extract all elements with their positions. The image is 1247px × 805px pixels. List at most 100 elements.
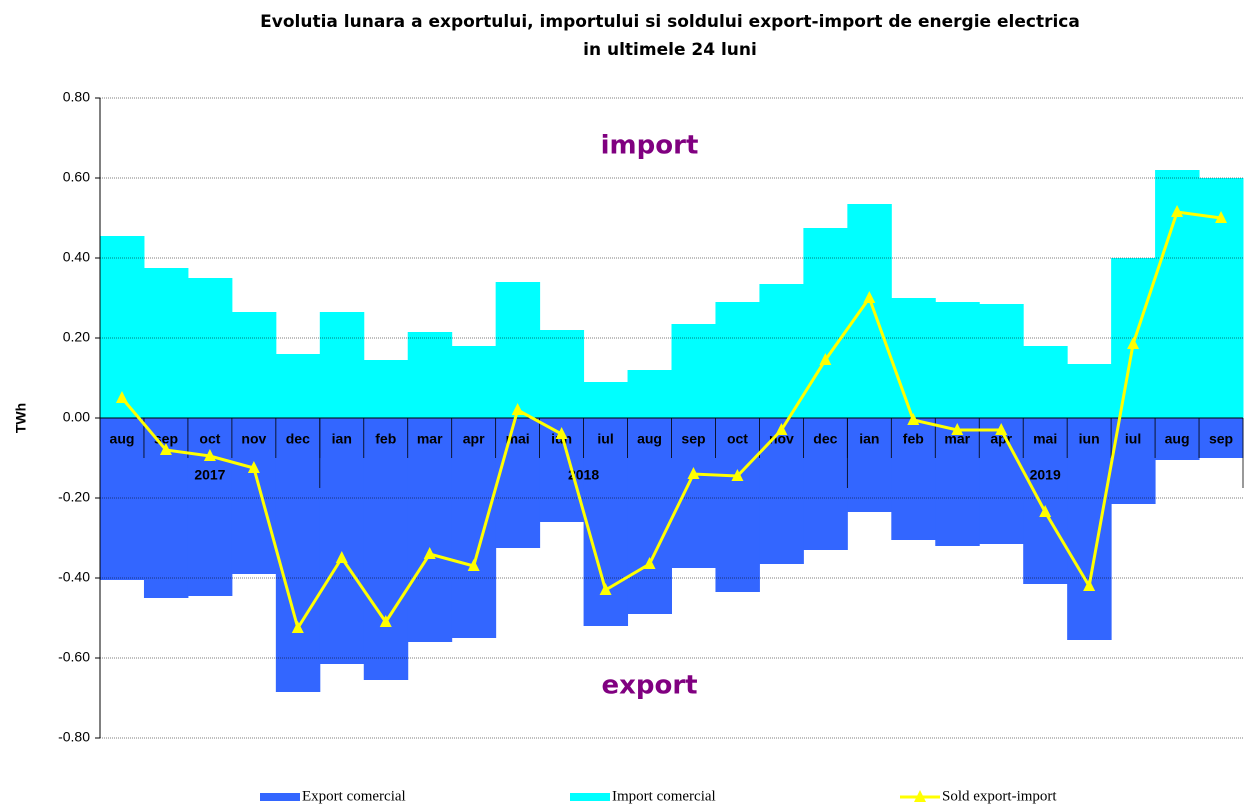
y-tick-label: 0.20 bbox=[63, 329, 90, 345]
x-tick-label: feb bbox=[375, 431, 396, 447]
y-tick-label: 0.40 bbox=[63, 249, 90, 265]
marker bbox=[819, 353, 832, 365]
bar bbox=[847, 418, 892, 512]
y-tick-label: -0.60 bbox=[58, 649, 90, 665]
bar bbox=[495, 418, 541, 548]
bar bbox=[495, 282, 541, 418]
bar bbox=[539, 330, 585, 418]
y-tick-label: 0.80 bbox=[63, 89, 90, 105]
x-tick-label: dec bbox=[813, 431, 837, 447]
bar bbox=[143, 268, 189, 418]
annotation: export bbox=[601, 671, 697, 701]
x-tick-label: nov bbox=[241, 431, 266, 447]
bar bbox=[100, 236, 145, 418]
bar bbox=[1155, 418, 1200, 460]
marker bbox=[995, 423, 1008, 435]
bar bbox=[319, 418, 365, 664]
x-tick-label: oct bbox=[727, 431, 748, 447]
bar bbox=[100, 418, 145, 580]
bar bbox=[759, 418, 804, 564]
bar bbox=[627, 418, 672, 614]
line bbox=[120, 210, 1222, 632]
bar bbox=[979, 418, 1024, 544]
legend-label: Export comercial bbox=[302, 788, 406, 804]
marker bbox=[511, 403, 524, 415]
year-label: 2018 bbox=[568, 467, 599, 483]
marker bbox=[379, 615, 392, 627]
marker bbox=[1215, 211, 1228, 223]
bar bbox=[1023, 346, 1068, 418]
marker bbox=[907, 413, 920, 425]
bar bbox=[979, 304, 1024, 418]
marker bbox=[731, 469, 744, 481]
bar bbox=[891, 298, 936, 418]
marker bbox=[599, 583, 612, 595]
bar bbox=[231, 418, 277, 574]
y-axis-label: TWh bbox=[13, 403, 29, 433]
bar bbox=[275, 354, 321, 418]
bar bbox=[363, 418, 409, 680]
marker bbox=[203, 449, 216, 461]
marker bbox=[159, 443, 172, 455]
legend-swatch bbox=[260, 793, 300, 801]
marker bbox=[1127, 337, 1140, 349]
legend-label: Import comercial bbox=[612, 788, 716, 804]
x-tick-label: aug bbox=[110, 431, 135, 447]
marker bbox=[643, 557, 656, 569]
bar bbox=[363, 360, 409, 418]
bar bbox=[715, 418, 760, 592]
x-tick-label: iun bbox=[1079, 431, 1100, 447]
y-tick-label: -0.20 bbox=[58, 489, 90, 505]
bar bbox=[187, 418, 233, 596]
x-tick-label: mai bbox=[1033, 431, 1057, 447]
x-tick-label: aug bbox=[1165, 431, 1190, 447]
bar bbox=[671, 418, 716, 568]
bar bbox=[803, 228, 848, 418]
marker bbox=[247, 461, 260, 473]
x-tick-label: ian bbox=[859, 431, 879, 447]
marker bbox=[335, 551, 348, 563]
x-tick-label: oct bbox=[199, 431, 220, 447]
annotation: import bbox=[601, 131, 699, 161]
x-tick-label: mar bbox=[944, 431, 970, 447]
bar bbox=[891, 418, 936, 540]
bar bbox=[803, 418, 848, 550]
marker bbox=[423, 547, 436, 559]
marker bbox=[467, 559, 480, 571]
bar bbox=[451, 346, 497, 418]
marker bbox=[951, 423, 964, 435]
x-tick-label: iul bbox=[1125, 431, 1141, 447]
y-tick-label: 0.60 bbox=[63, 169, 90, 185]
marker bbox=[863, 291, 876, 303]
x-tick-label: ian bbox=[332, 431, 352, 447]
x-tick-label: mar bbox=[417, 431, 443, 447]
bar bbox=[407, 332, 453, 418]
x-tick-label: apr bbox=[463, 431, 485, 447]
year-label: 2019 bbox=[1030, 467, 1061, 483]
bar bbox=[1067, 418, 1112, 640]
legend-swatch bbox=[914, 790, 926, 802]
bar bbox=[583, 382, 629, 418]
bar bbox=[847, 204, 892, 418]
x-tick-label: iul bbox=[597, 431, 613, 447]
marker bbox=[1083, 579, 1096, 591]
chart-title: Evolutia lunara a exportului, importului… bbox=[260, 12, 1080, 32]
marker bbox=[775, 423, 788, 435]
bar bbox=[627, 370, 672, 418]
bar bbox=[451, 418, 497, 638]
marker bbox=[555, 427, 568, 439]
bar bbox=[715, 302, 760, 418]
y-tick-label: -0.80 bbox=[58, 729, 90, 745]
legend-label: Sold export-import bbox=[942, 788, 1057, 804]
bar bbox=[1023, 418, 1068, 584]
x-tick-label: dec bbox=[286, 431, 310, 447]
bar bbox=[407, 418, 453, 642]
bar bbox=[231, 312, 277, 418]
x-tick-label: sep bbox=[1209, 431, 1233, 447]
marker bbox=[687, 467, 700, 479]
bar bbox=[1067, 364, 1112, 418]
bar bbox=[1199, 418, 1244, 458]
marker bbox=[115, 391, 128, 403]
y-tick-label: 0.00 bbox=[63, 409, 90, 425]
